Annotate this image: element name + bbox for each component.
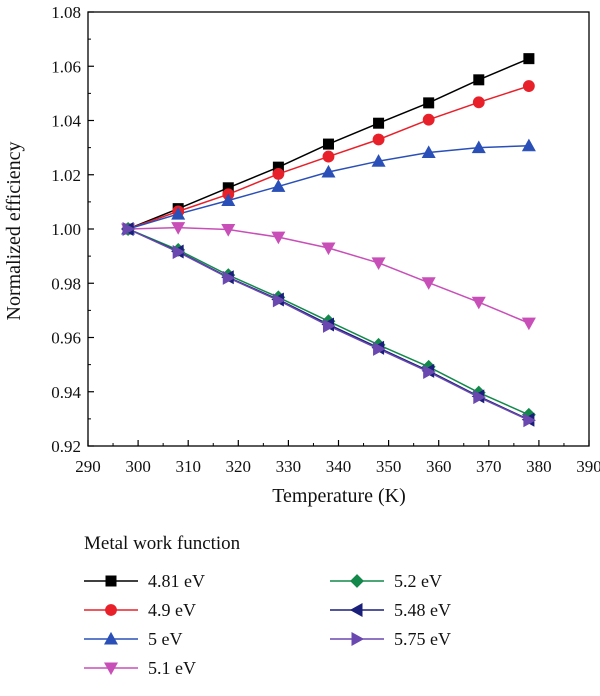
y-axis-label: Normalized efficiency [3, 142, 25, 321]
data-point-4-9-ev [422, 113, 435, 126]
x-axis-label: Temperature (K) [272, 485, 406, 507]
y-tick-label: 0.94 [51, 383, 81, 402]
legend-marker [350, 574, 364, 588]
data-point-5-1-ev [471, 296, 486, 310]
data-point-4-9-ev [322, 150, 335, 163]
data-point-4-9-ev [472, 96, 485, 109]
series-points-4-9-ev [122, 80, 535, 235]
x-tick-label: 330 [276, 457, 302, 476]
data-point-5-75-ev [172, 245, 186, 260]
y-tick-label: 1.08 [51, 3, 81, 22]
data-point-5-1-ev [371, 257, 386, 271]
legend-swatch [84, 575, 138, 587]
data-point-5-75-ev [423, 364, 436, 379]
x-tick-label: 350 [376, 457, 402, 476]
data-point-5-1-ev [171, 222, 186, 235]
legend-item-5-ev: 5 eV [84, 627, 183, 651]
data-point-4-9-ev [272, 168, 285, 180]
data-point-5-ev [171, 206, 186, 220]
legend-item-4-81-ev: 4.81 eV [84, 569, 205, 593]
data-point-4-81-ev [423, 97, 435, 109]
legend-label: 5 eV [148, 628, 183, 649]
data-point-5-ev [471, 140, 486, 154]
series-points-5-1-ev [121, 222, 536, 331]
legend-swatch [84, 662, 138, 676]
legend-swatch [84, 631, 138, 645]
legend-swatch [330, 574, 384, 588]
data-point-5-ev [421, 145, 436, 159]
x-tick-label: 310 [175, 457, 201, 476]
x-tick-label: 340 [326, 457, 352, 476]
y-tick-label: 1.02 [51, 166, 81, 185]
data-point-5-75-ev [523, 413, 536, 428]
series-points-4-81-ev [122, 53, 535, 235]
data-point-5-ev [321, 164, 336, 178]
legend-label: 4.81 eV [148, 570, 205, 591]
legend-label: 5.75 eV [394, 628, 451, 649]
y-tick-label: 0.92 [51, 437, 81, 456]
data-point-5-75-ev [122, 221, 136, 237]
legend-label: 4.9 eV [148, 599, 196, 620]
legend-marker [351, 631, 365, 647]
data-point-5-1-ev [271, 231, 286, 245]
x-tick-label: 380 [526, 457, 552, 476]
series-line-5-1-ev [128, 226, 530, 324]
legend-marker [103, 631, 119, 645]
legend-marker [105, 575, 117, 587]
legend-marker [105, 604, 117, 616]
legend-label: 5.48 eV [394, 599, 451, 620]
legend-marker [103, 662, 119, 676]
data-point-5-ev [271, 179, 286, 192]
data-point-5-75-ev [322, 318, 336, 333]
data-point-5-75-ev [373, 341, 386, 356]
data-point-5-1-ev [221, 224, 236, 237]
legend-swatch [84, 604, 138, 616]
legend-label: 5.2 eV [394, 570, 442, 591]
y-tick-label: 0.96 [51, 329, 81, 348]
legend-item-5-1-ev: 5.1 eV [84, 656, 196, 680]
legend-swatch [330, 602, 384, 618]
y-tick-label: 0.98 [51, 274, 81, 293]
legend-item-5-75-ev: 5.75 eV [330, 627, 451, 651]
data-point-5-1-ev [421, 277, 436, 290]
data-point-5-1-ev [321, 242, 336, 256]
data-point-5-ev [221, 193, 236, 207]
data-point-5-1-ev [521, 317, 536, 331]
x-tick-label: 290 [75, 457, 101, 476]
data-point-4-81-ev [322, 138, 334, 150]
plot-area-frame [87, 11, 590, 447]
line-chart: 290 300 310 320 330 340 350 360 370 380 390 0.92 0.9… [3, 3, 600, 507]
data-point-5-ev [521, 138, 536, 152]
data-point-4-9-ev [372, 133, 385, 146]
legend-swatch [330, 631, 384, 647]
x-tick-label: 370 [476, 457, 502, 476]
x-tick-label: 390 [576, 457, 600, 476]
data-point-5-ev [371, 154, 386, 167]
data-point-4-81-ev [473, 74, 485, 86]
legend-label: 5.1 eV [148, 657, 196, 678]
x-tick-label: 360 [426, 457, 452, 476]
legend-item-5-48-ev: 5.48 eV [330, 598, 451, 622]
x-tick-label: 320 [226, 457, 252, 476]
y-tick-label: 1.06 [51, 57, 81, 76]
data-point-4-81-ev [373, 117, 385, 129]
data-point-5-75-ev [473, 390, 486, 405]
legend-item-5-2-ev: 5.2 eV [330, 569, 442, 593]
data-point-4-9-ev [522, 80, 535, 92]
data-point-5-75-ev [222, 270, 236, 285]
series-points-5-75-ev [122, 221, 536, 428]
data-point-4-81-ev [523, 53, 535, 65]
data-point-5-75-ev [272, 293, 286, 308]
legend-marker [349, 602, 363, 618]
legend-title: Metal work function [84, 533, 241, 554]
y-tick-label: 1.04 [51, 112, 81, 131]
x-tick-label: 300 [125, 457, 151, 476]
legend-item-4-9-ev: 4.9 eV [84, 598, 196, 622]
y-tick-label: 1.00 [51, 220, 81, 239]
